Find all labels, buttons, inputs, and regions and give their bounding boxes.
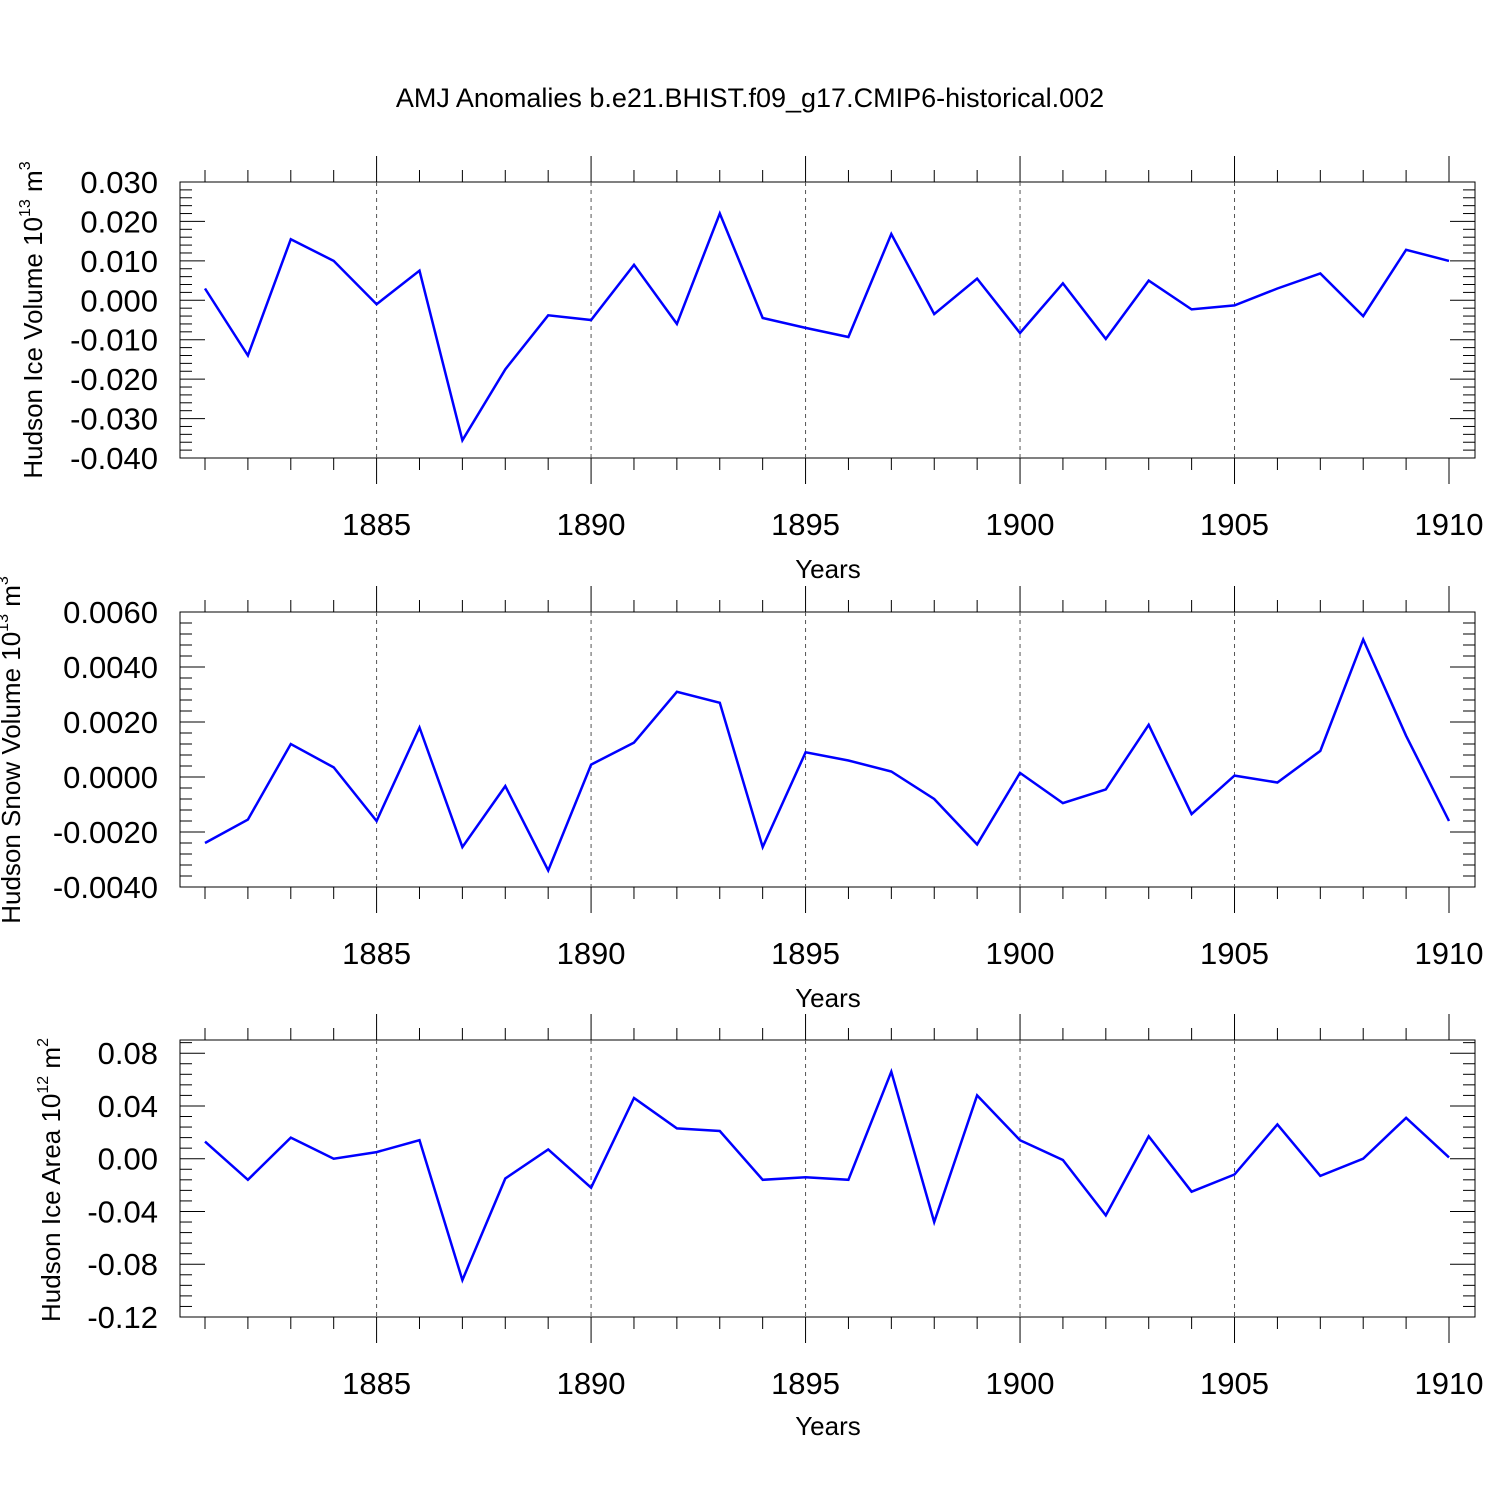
y-tick-label: -0.08 [87,1247,158,1282]
y-axis-label: Hudson Ice Area 1012 m2 [35,1038,66,1322]
y-tick-label: 0.030 [80,165,158,200]
x-tick-label: 1890 [557,1366,626,1401]
y-tick-label: 0.0000 [63,760,158,795]
x-tick-label: 1910 [1415,507,1484,542]
x-tick-label: 1900 [986,936,1055,971]
x-axis-label: Years [795,983,861,1013]
y-axis-label-exponent: 13 [17,199,34,217]
x-axis-label: Years [795,1411,861,1441]
x-tick-label: 1895 [771,936,840,971]
chart-title: AMJ Anomalies b.e21.BHIST.f09_g17.CMIP6-… [395,83,1105,113]
x-tick-label: 1895 [771,1366,840,1401]
panel-2: 1885 1890 1895 1900 1905 1910 Years 0.0060 0.004… [0,576,1483,1013]
y-tick-label: -0.010 [70,323,158,358]
y-tick-label: -0.04 [87,1194,158,1229]
y-axis-label-unit: m [0,585,26,614]
x-tick-label: 1885 [342,507,411,542]
x-tick-label: 1905 [1200,936,1269,971]
y-axis-label-unit-exponent: 3 [0,576,12,585]
panel-3: 1885 1890 1895 1900 1905 1910 Years 0.08 0.04 0.0… [35,1014,1483,1441]
y-tick-label: 0.0040 [63,650,158,685]
y-tick-label: -0.030 [70,402,158,437]
x-tick-label: 1900 [986,507,1055,542]
y-axis-label-text: Hudson Ice Area 10 [36,1094,66,1322]
x-axis-label: Years [795,554,861,584]
x-tick-label: 1905 [1200,1366,1269,1401]
y-axis-label-unit-exponent: 2 [35,1038,52,1047]
x-tick-label: 1910 [1415,936,1484,971]
y-tick-label: -0.040 [70,441,158,476]
y-tick-label: 0.0020 [63,705,158,740]
series-line [203,210,1450,444]
y-axis-label-unit: m [36,1047,66,1076]
y-tick-label: 0.08 [98,1036,158,1071]
y-axis-label-exponent: 12 [35,1076,52,1094]
y-tick-label: -0.12 [87,1300,158,1335]
x-tick-label: 1910 [1415,1366,1484,1401]
y-axis-label: Hudson Ice Volume 1013 m3 [17,161,48,478]
y-tick-label: 0.0060 [63,595,158,630]
y-tick-label: 0.010 [80,244,158,279]
series-line [204,1067,1450,1284]
series-line [204,636,1451,874]
y-axis-label-unit: m [18,170,48,199]
plot-frame [179,1039,1476,1318]
x-tick-label: 1885 [342,1366,411,1401]
y-tick-label: -0.0040 [53,870,158,905]
y-tick-label: 0.020 [80,204,158,239]
plot-frame [179,181,1476,459]
x-tick-label: 1895 [771,507,840,542]
y-axis-label: Hudson Snow Volume 1013 m3 [0,576,26,924]
plot-frame [179,611,1476,888]
y-axis-label-exponent: 13 [0,614,12,632]
y-tick-label: 0.04 [98,1089,158,1124]
y-tick-label: -0.020 [70,362,158,397]
x-tick-label: 1885 [342,936,411,971]
x-tick-label: 1900 [986,1366,1055,1401]
y-axis-label-text: Hudson Ice Volume 10 [18,217,48,479]
panel-1: 1885 1890 1895 1900 1905 1910 Years 0.030 0.020 0… [17,156,1483,584]
y-tick-label: 0.00 [98,1142,158,1177]
x-tick-label: 1905 [1200,507,1269,542]
y-axis-label-unit-exponent: 3 [17,161,34,170]
x-tick-label: 1890 [557,936,626,971]
y-tick-label: 0.000 [80,283,158,318]
y-axis-label-text: Hudson Snow Volume 10 [0,632,26,924]
y-tick-label: -0.0020 [53,815,158,850]
x-tick-label: 1890 [557,507,626,542]
